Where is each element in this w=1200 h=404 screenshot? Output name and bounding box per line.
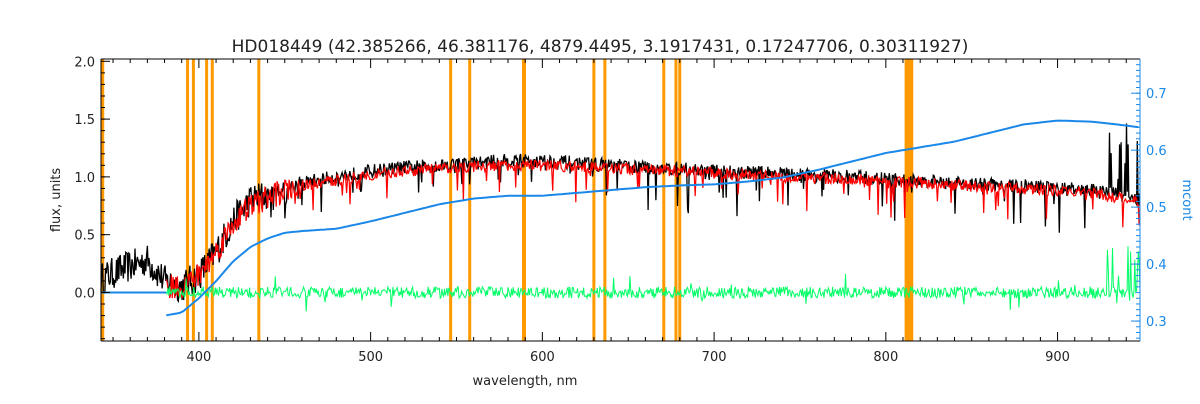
x-axis-label: wavelength, nm	[473, 374, 578, 389]
model-spectrum-line	[165, 158, 1141, 299]
x-tick-label-2: 600	[530, 350, 555, 365]
x-tick-label-0: 400	[186, 350, 211, 365]
model-layer	[165, 158, 1141, 299]
y2-tick-label-1: 0.4	[1146, 258, 1167, 273]
x-tick-label-4: 800	[873, 350, 898, 365]
y-axis-label: flux, units	[49, 168, 64, 233]
y-tick-label-3: 1.5	[74, 113, 95, 128]
y-tick-label-1: 0.5	[74, 229, 95, 244]
y2-tick-label-3: 0.6	[1146, 144, 1167, 159]
y-tick-label-2: 1.0	[74, 171, 95, 186]
chart-title: HD018449 (42.385266, 46.381176, 4879.449…	[232, 37, 969, 57]
mask-lines-layer	[101, 59, 914, 341]
continuum-layer	[101, 119, 1139, 317]
labels-layer: HD018449 (42.385266, 46.381176, 4879.449…	[49, 37, 1194, 389]
y-tick-label-0: 0.0	[74, 286, 95, 301]
residual-line	[165, 246, 1141, 312]
residual-layer	[165, 246, 1141, 312]
y-tick-label-4: 2.0	[74, 55, 95, 70]
y2-tick-label-2: 0.5	[1146, 201, 1167, 216]
x-tick-label-3: 700	[702, 350, 727, 365]
x-tick-label-1: 500	[358, 350, 383, 365]
y2-tick-label-4: 0.7	[1146, 87, 1167, 102]
y2-tick-label-0: 0.3	[1146, 315, 1167, 330]
y2-axis-label: mcont	[1179, 179, 1194, 220]
axes-layer: 400 500 600 700 800 900 0.0 0.5 1.0 1.5 2.0 0.3 0.4 0…	[74, 55, 1166, 365]
x-tick-label-5: 900	[1045, 350, 1070, 365]
continuum-line	[166, 119, 1139, 317]
